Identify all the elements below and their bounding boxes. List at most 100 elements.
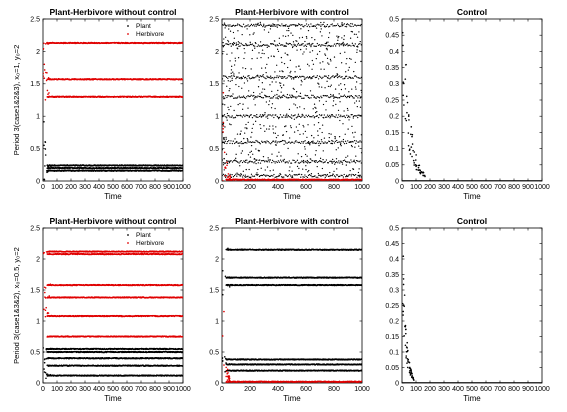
data-point: [258, 52, 260, 54]
data-point: [345, 71, 347, 73]
data-point: [283, 94, 285, 96]
data-point: [345, 161, 348, 163]
data-point: [309, 144, 311, 146]
data-point: [245, 161, 247, 164]
data-point: [317, 140, 319, 142]
data-point: [281, 116, 284, 118]
data-point: [344, 116, 346, 119]
data-point: [304, 40, 306, 43]
data-point: [360, 141, 362, 143]
data-point: [341, 174, 343, 177]
data-point: [347, 175, 349, 177]
data-point: [276, 44, 278, 46]
data-point: [230, 25, 232, 27]
data-point: [257, 75, 259, 77]
data-point: [290, 70, 292, 73]
data-point: [262, 159, 264, 162]
data-point: [323, 44, 325, 47]
data-point: [328, 63, 330, 65]
data-point: [321, 97, 323, 99]
data-point: [244, 26, 246, 28]
data-point: [342, 138, 345, 141]
data-point: [224, 162, 227, 164]
data-point: [296, 75, 298, 78]
data-point: [280, 176, 283, 178]
data-point: [310, 44, 312, 46]
data-point: [315, 160, 318, 162]
data-point: [256, 140, 258, 142]
data-point: [336, 139, 338, 142]
data-point: [337, 147, 339, 149]
data-point: [250, 144, 253, 147]
data-point: [272, 140, 275, 142]
data-point: [298, 141, 301, 144]
data-point: [254, 47, 256, 49]
data-point: [345, 26, 348, 28]
data-point: [329, 58, 332, 61]
data-point: [239, 77, 241, 79]
x-tick-label: 0: [41, 184, 45, 191]
data-point: [287, 35, 289, 37]
data-point: [43, 42, 45, 45]
data-point: [344, 51, 346, 53]
data-point: [359, 25, 361, 27]
data-point: [231, 173, 233, 176]
data-point: [317, 96, 320, 98]
data-point: [247, 94, 249, 97]
data-point: [300, 161, 302, 164]
data-point: [318, 142, 320, 144]
data-point: [311, 77, 313, 79]
data-point: [231, 161, 234, 163]
data-point: [325, 45, 327, 47]
data-point: [340, 76, 342, 78]
data-point: [272, 76, 274, 79]
data-point: [330, 96, 332, 98]
data-point: [225, 136, 227, 139]
data-point: [350, 25, 352, 28]
data-point: [320, 25, 322, 28]
data-point: [239, 102, 241, 105]
data-point: [355, 140, 358, 142]
data-point: [307, 124, 309, 126]
data-point: [272, 96, 275, 98]
data-point: [303, 126, 305, 128]
data-point: [278, 37, 281, 39]
data-point: [322, 76, 324, 79]
y-tick-label: 0.5: [30, 146, 40, 153]
data-point: [314, 161, 316, 163]
data-point: [224, 27, 226, 29]
data-point: [332, 140, 334, 143]
data-point: [310, 97, 312, 99]
data-point: [314, 45, 316, 48]
data-point: [341, 161, 343, 164]
data-point: [360, 162, 362, 164]
data-point: [305, 35, 308, 38]
data-point: [237, 103, 239, 106]
data-point: [281, 44, 283, 46]
data-point: [235, 141, 237, 144]
x-tick-label: 1000: [175, 184, 191, 191]
data-point: [230, 45, 232, 47]
data-point: [351, 125, 353, 128]
data-point: [247, 162, 249, 164]
data-point: [341, 75, 343, 78]
data-point: [231, 115, 233, 117]
data-point: [275, 140, 277, 142]
data-point: [354, 61, 356, 64]
data-point: [304, 146, 306, 148]
data-point: [353, 102, 356, 104]
data-point: [343, 43, 345, 45]
data-point: [229, 142, 231, 144]
data-point: [236, 172, 238, 174]
data-point: [297, 76, 300, 79]
data-point: [225, 153, 228, 155]
data-point: [255, 76, 257, 78]
data-point: [273, 55, 275, 58]
data-point: [231, 77, 233, 79]
data-point: [359, 160, 361, 162]
data-point: [315, 176, 317, 178]
data-point: [240, 78, 242, 80]
data-point: [321, 141, 323, 143]
data-point: [414, 159, 417, 161]
data-point: [276, 64, 278, 66]
